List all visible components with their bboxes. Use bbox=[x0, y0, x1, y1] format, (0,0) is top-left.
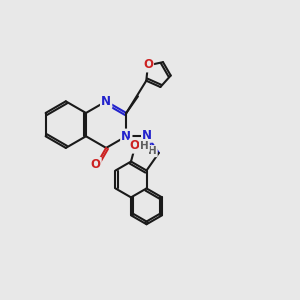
Text: N: N bbox=[121, 130, 131, 143]
Text: O: O bbox=[91, 158, 100, 171]
Text: H: H bbox=[140, 141, 149, 151]
Text: O: O bbox=[130, 140, 140, 152]
Text: H: H bbox=[148, 146, 157, 156]
Text: N: N bbox=[101, 95, 111, 108]
Text: O: O bbox=[143, 58, 153, 71]
Text: N: N bbox=[142, 129, 152, 142]
